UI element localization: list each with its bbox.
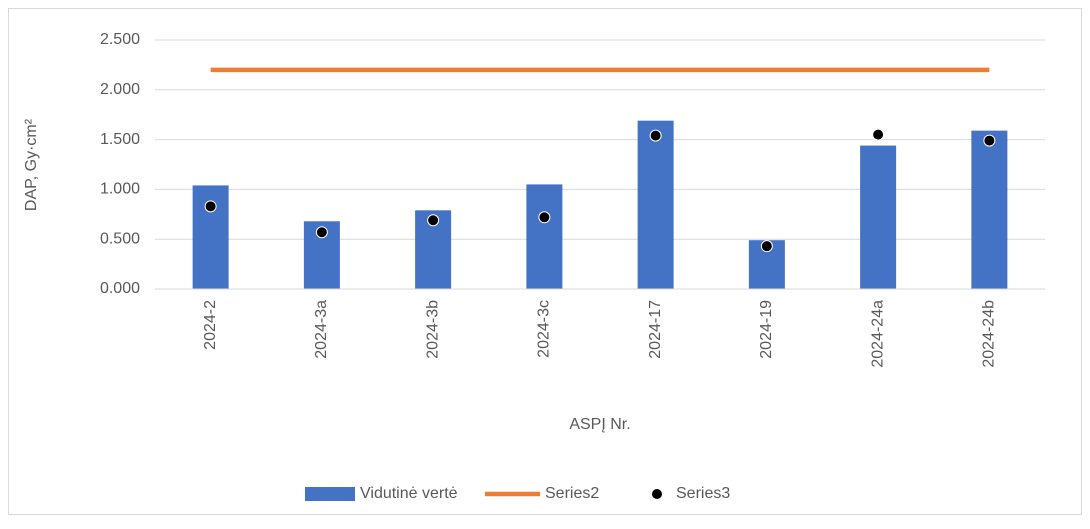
y-tick-label: 1.500	[100, 131, 140, 148]
point	[872, 128, 885, 141]
y-tick-label: 2.000	[100, 81, 140, 98]
legend-label: Series2	[545, 485, 599, 502]
x-tick-label: 2024-19	[758, 300, 775, 359]
bar	[860, 145, 897, 289]
legend-swatch	[651, 488, 663, 500]
point	[427, 214, 440, 227]
point	[983, 134, 996, 147]
legend-swatch	[305, 487, 355, 501]
legend-label: Vidutinė vertė	[360, 485, 458, 502]
legend-label: Series3	[676, 485, 730, 502]
y-tick-label: 0.000	[100, 280, 140, 297]
y-tick-label: 0.500	[100, 230, 140, 247]
x-tick-label: 2024-3b	[424, 300, 441, 359]
x-tick-label: 2024-24a	[869, 300, 886, 368]
x-tick-label: 2024-24b	[981, 300, 998, 368]
bar	[526, 184, 563, 289]
bar	[971, 130, 1008, 289]
x-tick-label: 2024-3c	[536, 300, 553, 358]
point	[760, 240, 773, 253]
y-tick-label: 2.500	[100, 31, 140, 48]
x-axis-title: ASPĮ Nr.	[569, 416, 630, 433]
x-tick-label: 2024-17	[647, 300, 664, 359]
bar	[637, 120, 674, 290]
y-tick-label: 1.000	[100, 181, 140, 198]
point	[204, 200, 217, 213]
y-axis-title: DAP, Gy·cm²	[23, 118, 40, 211]
point	[315, 226, 328, 239]
x-tick-label: 2024-2	[202, 300, 219, 350]
point	[649, 129, 662, 142]
point	[538, 211, 551, 224]
x-tick-label: 2024-3a	[313, 300, 330, 359]
